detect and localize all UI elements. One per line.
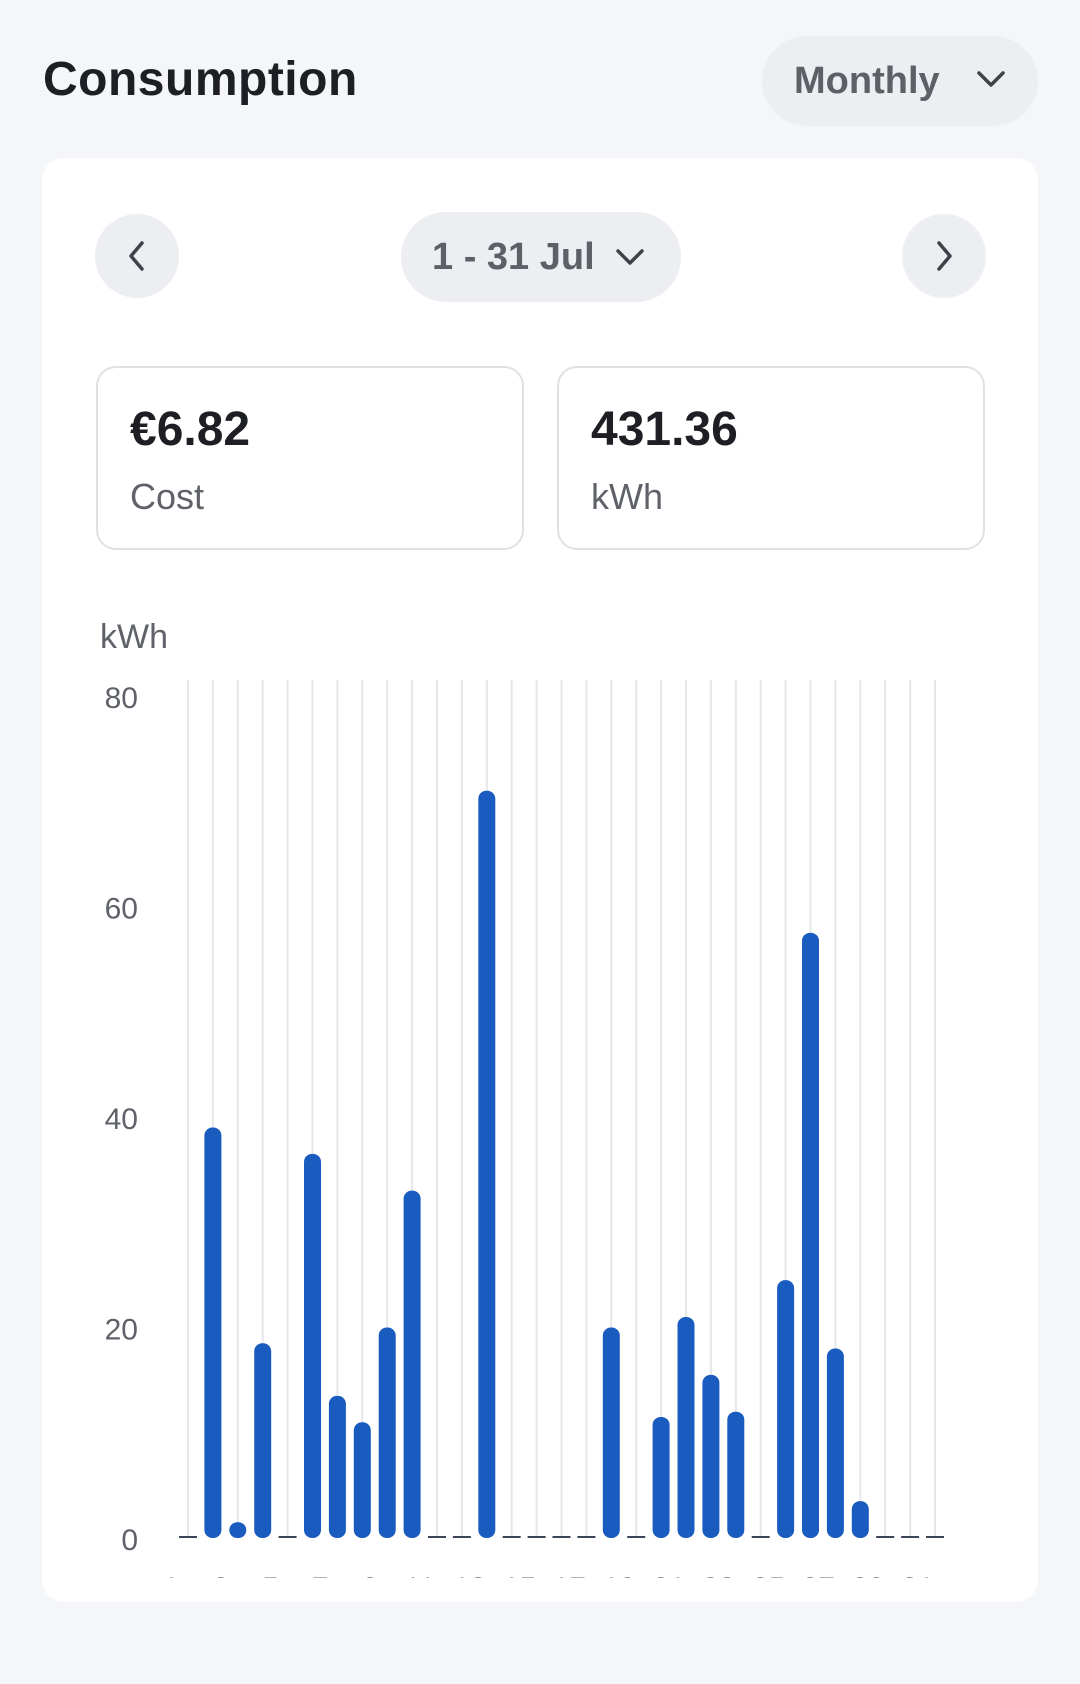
x-tick-label: 3 — [212, 1572, 229, 1578]
chevron-left-icon — [129, 241, 144, 271]
cost-value: €6.82 — [130, 403, 251, 456]
period-dropdown-label: Monthly — [794, 59, 940, 102]
bar — [802, 932, 819, 1538]
x-tick-label: 13 — [453, 1572, 486, 1578]
consumption-chart: kWh020406080135791113151719212325272931 — [42, 618, 1038, 1578]
y-tick-label: 0 — [121, 1524, 138, 1557]
bar — [851, 1501, 869, 1538]
x-tick-label: 7 — [312, 1572, 329, 1578]
y-tick-label: 60 — [105, 893, 138, 926]
chevron-down-icon — [616, 249, 644, 265]
bar — [702, 1374, 720, 1538]
x-tick-label: 31 — [901, 1572, 934, 1578]
x-tick-label: 23 — [702, 1572, 735, 1578]
bar — [353, 1422, 371, 1538]
bar — [652, 1416, 670, 1538]
x-tick-label: 9 — [362, 1572, 379, 1578]
consumption-card: 1 - 31 Jul €6.82 Cost 431.36 kWh kWh 0 20 4… — [42, 158, 1038, 1602]
page-title: Consumption — [43, 53, 358, 106]
x-tick-label: 5 — [262, 1572, 279, 1578]
bar — [328, 1395, 346, 1538]
date-range-label: 1 - 31 Jul — [432, 235, 595, 278]
cost-stat-card: €6.82 Cost — [96, 366, 524, 550]
bar — [602, 1327, 620, 1538]
bar — [727, 1411, 745, 1538]
x-tick-label: 19 — [603, 1572, 636, 1578]
x-tick-label: 15 — [503, 1572, 536, 1578]
bar — [777, 1280, 795, 1538]
chevron-right-icon — [937, 241, 952, 271]
y-tick-label: 20 — [105, 1314, 138, 1347]
x-tick-label: 1 — [163, 1572, 180, 1578]
date-range-dropdown[interactable]: 1 - 31 Jul — [401, 212, 681, 302]
bar — [826, 1348, 844, 1538]
x-tick-label: 29 — [852, 1572, 885, 1578]
period-dropdown[interactable]: Monthly — [762, 36, 1038, 126]
x-tick-label: 27 — [802, 1572, 835, 1578]
y-axis-label: kWh — [100, 618, 168, 656]
bar — [229, 1522, 247, 1538]
x-tick-label: 25 — [752, 1572, 785, 1578]
energy-value: 431.36 — [591, 403, 738, 456]
energy-label: kWh — [591, 476, 663, 517]
bar — [677, 1316, 695, 1538]
y-tick-label: 80 — [105, 682, 138, 715]
bar — [254, 1343, 272, 1538]
energy-stat-card: 431.36 kWh — [557, 366, 985, 550]
previous-period-button[interactable] — [95, 214, 179, 298]
bar — [304, 1153, 321, 1538]
cost-label: Cost — [130, 476, 205, 517]
bar — [478, 790, 496, 1538]
x-tick-label: 11 — [404, 1572, 435, 1578]
consumption-bar-chart: kWh020406080135791113151719212325272931 — [100, 618, 944, 1578]
y-tick-label: 40 — [105, 1103, 138, 1136]
bar — [403, 1190, 421, 1538]
bar — [378, 1327, 396, 1538]
header: Consumption Monthly — [0, 0, 1080, 160]
chevron-down-icon — [977, 71, 1005, 87]
bar — [204, 1127, 222, 1538]
x-tick-label: 21 — [652, 1572, 685, 1578]
x-tick-label: 17 — [553, 1572, 586, 1578]
next-period-button[interactable] — [902, 214, 986, 298]
